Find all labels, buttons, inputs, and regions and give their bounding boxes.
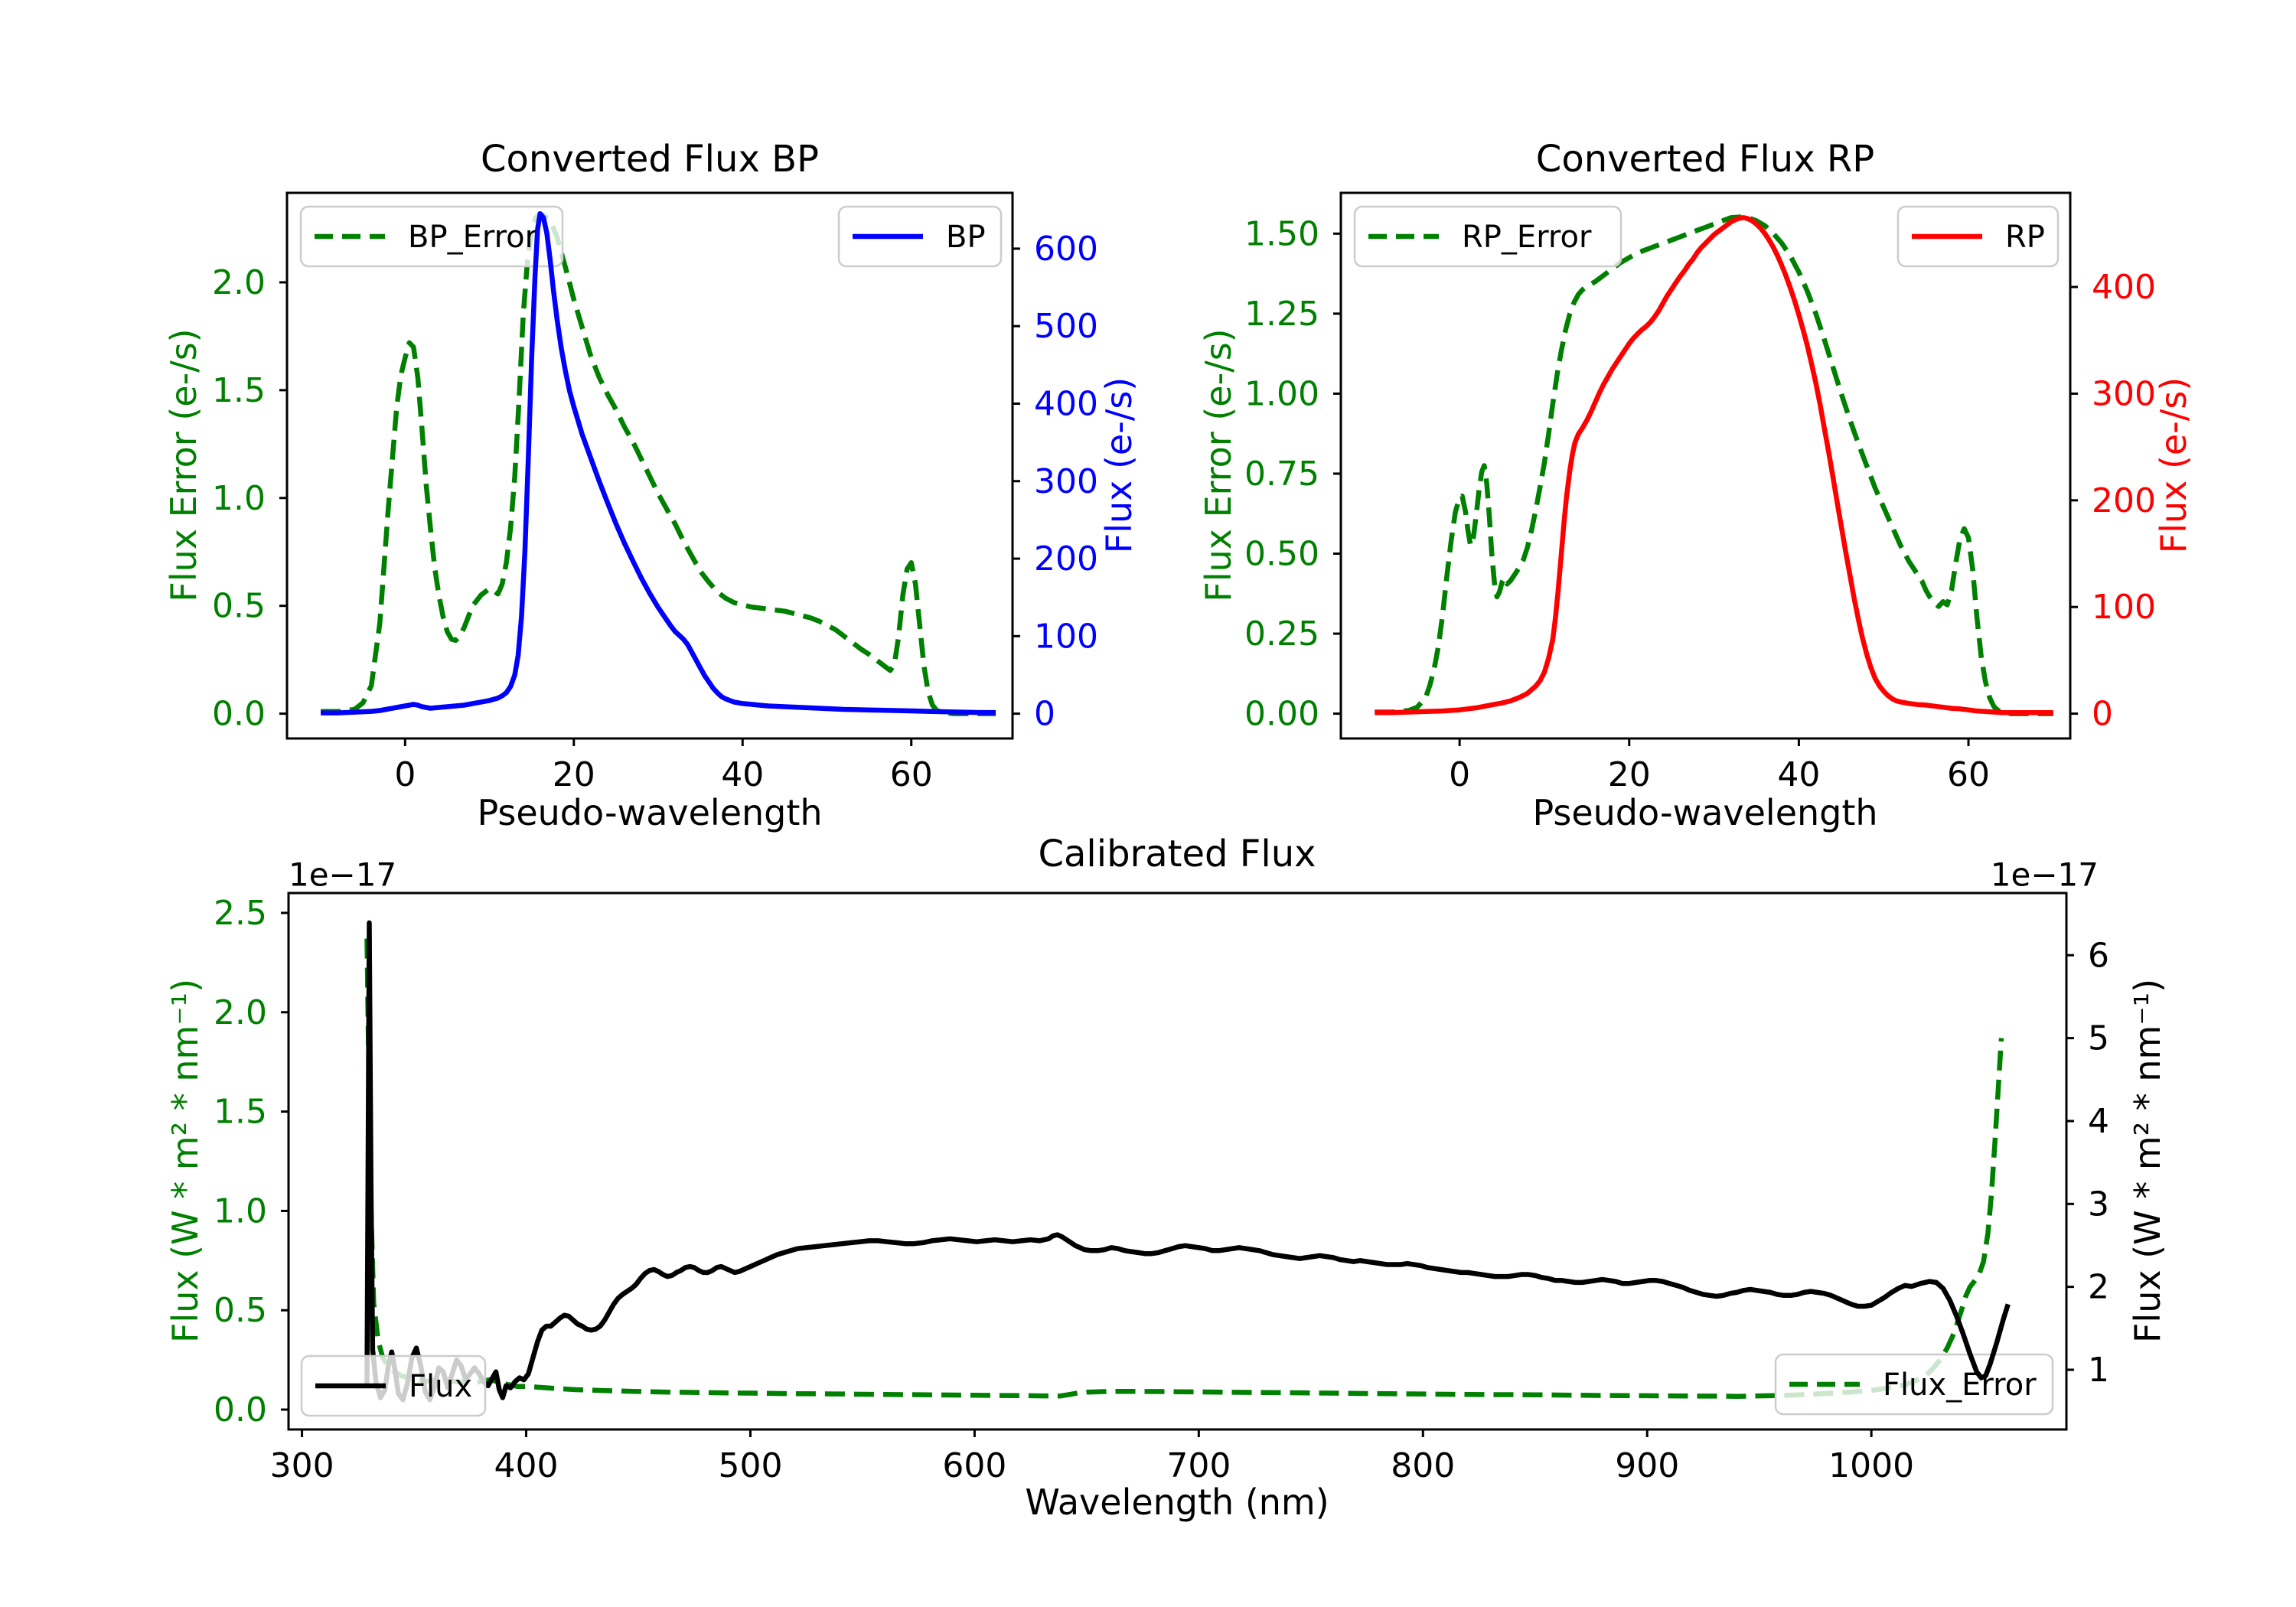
axes-frame-rp [1339,191,2072,740]
xtick-label-calibrated-300: 300 [270,1446,334,1485]
ytick-label-right-bp-200: 200 [1034,539,1098,579]
ytick-label-left-bp-0.5: 0.5 [212,587,266,626]
legend-label-Flux: Flux [409,1369,472,1404]
ytick-label-left-bp-2.0: 2.0 [212,263,266,302]
ytick-label-right-bp-300: 300 [1034,462,1098,501]
ylabel-calibrated-right: Flux (W * m² * nm⁻¹) [2127,978,2168,1344]
ytick-label-right-bp-600: 600 [1034,230,1098,269]
ytick-label-left-calibrated-2.5: 2.5 [214,894,267,933]
xtick-label-calibrated-500: 500 [718,1446,782,1485]
ytick-label-right-calibrated-1: 1 [2088,1351,2109,1390]
ytick-label-left-calibrated-0.0: 0.0 [214,1390,267,1429]
xtick-label-bp-60: 60 [890,755,933,794]
xtick-label-rp-60: 60 [1947,755,1990,794]
legend-box-Flux [300,1354,487,1417]
legend-label-BP: BP [946,220,986,255]
xlabel-bp: Pseudo-wavelength [477,792,823,833]
axes-frame-bp [285,191,1014,740]
xtick-label-bp-20: 20 [553,755,595,794]
xtick-label-rp-40: 40 [1777,755,1820,794]
xlabel-rp: Pseudo-wavelength [1532,792,1878,833]
xlabel-calibrated: Wavelength (nm) [1025,1482,1329,1523]
ytick-label-right-calibrated-3: 3 [2088,1185,2109,1224]
ylabel-bp-right: Flux (e-/s) [1098,376,1140,554]
xtick-label-calibrated-600: 600 [942,1446,1006,1485]
ylabel-rp-right: Flux (e-/s) [2153,376,2194,554]
legend-box-RP_Error [1353,205,1623,268]
series-Flux [364,920,2011,1403]
xtick-label-rp-0: 0 [1449,755,1470,794]
xtick-label-calibrated-800: 800 [1391,1446,1455,1485]
ytick-label-left-rp-0.00: 0.00 [1244,695,1319,734]
ytick-label-left-rp-0.25: 0.25 [1244,614,1319,654]
ylabel-calibrated-left: Flux (W * m² * nm⁻¹) [165,978,206,1344]
series-BP_Error [321,210,996,716]
ytick-label-right-calibrated-5: 5 [2088,1019,2109,1058]
xtick-label-rp-20: 20 [1608,755,1651,794]
title-calibrated-flux: Calibrated Flux [1038,833,1316,875]
xtick-label-bp-0: 0 [394,755,416,794]
ytick-label-right-calibrated-6: 6 [2088,936,2109,975]
xtick-label-calibrated-400: 400 [494,1446,559,1485]
ytick-label-right-rp-200: 200 [2092,481,2156,520]
ytick-label-left-rp-0.75: 0.75 [1244,455,1319,494]
offset-text-left: 1e−17 [289,856,397,894]
axes-frame-calibrated [287,892,2068,1431]
xtick-label-bp-40: 40 [721,755,764,794]
offset-text-right: 1e−17 [1990,856,2099,894]
ytick-label-left-rp-1.00: 1.00 [1244,374,1319,413]
ytick-label-left-calibrated-0.5: 0.5 [214,1291,267,1330]
series-Flux_Error [364,938,2004,1399]
ytick-label-right-rp-100: 100 [2092,588,2156,627]
legend-label-RP_Error: RP_Error [1462,220,1592,255]
ytick-label-right-rp-0: 0 [2092,695,2113,734]
ytick-label-right-bp-500: 500 [1034,307,1098,346]
ytick-label-right-bp-0: 0 [1034,695,1055,734]
ytick-label-left-rp-0.50: 0.50 [1244,535,1319,574]
xtick-label-calibrated-900: 900 [1615,1446,1679,1485]
xtick-label-calibrated-700: 700 [1166,1446,1231,1485]
title-converted-flux-rp: Converted Flux RP [1535,138,1875,181]
ytick-label-right-calibrated-4: 4 [2088,1102,2109,1141]
legend-label-Flux_Error: Flux_Error [1883,1367,2037,1403]
title-converted-flux-bp: Converted Flux BP [481,138,819,181]
ytick-label-left-bp-1.0: 1.0 [212,479,266,518]
ytick-label-right-calibrated-2: 2 [2088,1268,2109,1307]
ytick-label-left-bp-0.0: 0.0 [212,695,266,734]
legend-box-Flux_Error [1774,1353,2054,1416]
legend-label-BP_Error: BP_Error [408,220,538,255]
ylabel-rp-left: Flux Error (e-/s) [1198,328,1239,602]
series-BP [321,211,996,715]
ylabel-bp-left: Flux Error (e-/s) [163,328,204,602]
ytick-label-left-rp-1.50: 1.50 [1244,214,1319,253]
ytick-label-right-rp-300: 300 [2092,374,2156,413]
xtick-label-calibrated-1000: 1000 [1828,1446,1914,1485]
ytick-label-right-bp-400: 400 [1034,384,1098,423]
series-RP_Error [1375,214,2053,716]
ytick-label-left-calibrated-1.0: 1.0 [214,1191,267,1231]
ytick-label-left-calibrated-2.0: 2.0 [214,993,267,1032]
legend-box-BP_Error [299,205,564,268]
ytick-label-right-bp-100: 100 [1034,617,1098,656]
legend-label-RP: RP [2005,220,2045,255]
ytick-label-left-bp-1.5: 1.5 [212,371,266,410]
ytick-label-right-rp-400: 400 [2092,268,2156,307]
ytick-label-left-rp-1.25: 1.25 [1244,295,1319,334]
series-RP [1375,215,2053,715]
ytick-label-left-calibrated-1.5: 1.5 [214,1093,267,1132]
